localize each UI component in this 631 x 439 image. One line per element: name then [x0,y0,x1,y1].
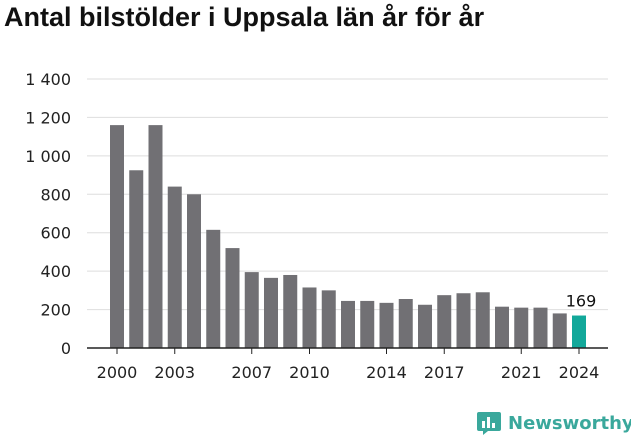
x-tick-label: 2007 [231,363,272,382]
x-tick-label: 2003 [154,363,195,382]
bar-2010 [302,287,317,348]
y-tick-label: 800 [40,185,71,204]
bar-2016 [418,304,432,348]
bar-2006 [225,248,240,348]
bar-chart-logo-icon [477,412,501,435]
brand-name: Newsworthy [508,412,631,434]
x-tick-label: 2024 [559,363,600,382]
y-tick-label: 600 [40,224,71,243]
bar-2004 [187,194,201,348]
bar-2008 [264,277,278,348]
x-tick-label: 2021 [501,363,542,382]
grid-lines [87,78,608,311]
bar-2009 [283,274,298,348]
bar-2005 [206,229,221,348]
y-tick-label: 1 000 [25,147,71,166]
x-tick-label: 2014 [366,363,407,382]
data-labels: 169 [566,292,597,311]
bar-2001 [129,170,144,348]
bar-2021 [514,307,529,348]
y-tick-label: 400 [40,262,71,281]
y-tick-label: 200 [40,301,71,320]
bar-2023 [552,313,567,348]
bar-2012 [341,300,355,348]
y-axis-tick-labels: 0 200 400 600 800 1 000 1 200 1 400 [25,70,71,358]
bar-2017 [437,295,452,348]
bar-2022 [533,307,548,348]
bar-2000 [110,125,124,348]
bar-2020 [495,306,509,348]
bar-2014 [379,302,394,348]
chart-title: Antal bilstölder i Uppsala län år för år [4,2,485,32]
bar-2018 [456,293,471,348]
y-tick-label: 0 [61,339,71,358]
x-axis-ticks: 2000 2003 2007 2010 2014 2017 2021 2024 [97,348,600,382]
x-tick-label: 2017 [424,363,465,382]
y-tick-label: 1 200 [25,108,71,127]
bar-2003 [167,186,182,348]
bar-2013 [360,300,375,348]
bar-2015 [398,299,413,348]
bar-2002 [148,125,163,348]
bars [110,125,586,348]
x-tick-label: 2010 [289,363,330,382]
bar-2019 [475,292,490,348]
bar-2007 [244,272,259,348]
x-tick-label: 2000 [97,363,138,382]
bar-2011 [321,290,336,348]
bar-2024 [572,315,586,348]
brand-logo: Newsworthy [476,409,631,437]
y-tick-label: 1 400 [25,70,71,89]
data-label-highlight: 169 [566,292,597,311]
